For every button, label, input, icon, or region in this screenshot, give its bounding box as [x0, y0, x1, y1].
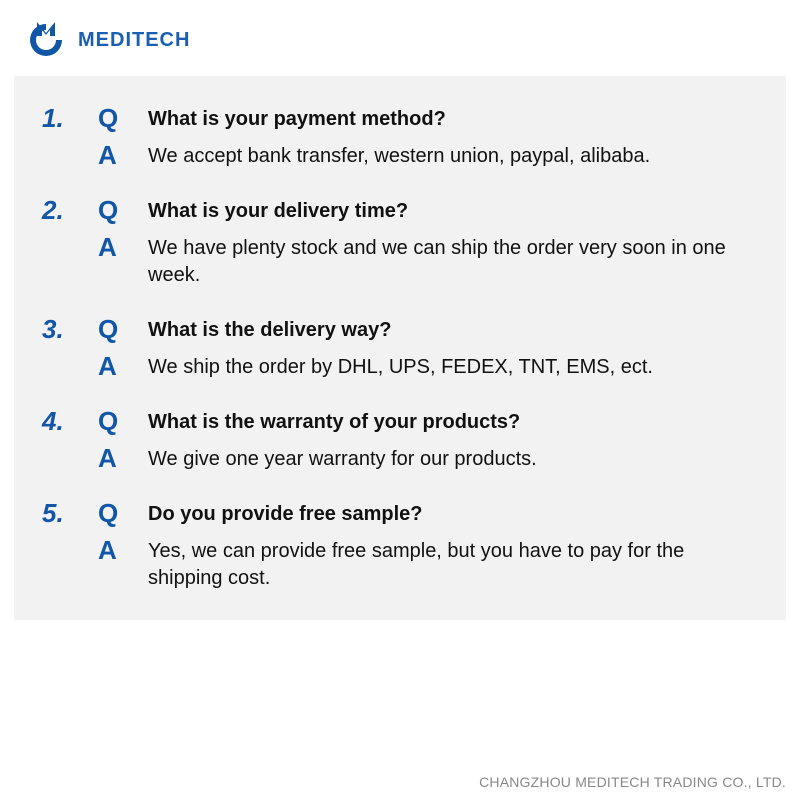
answer-text: We accept bank transfer, western union, … [148, 141, 758, 170]
question-row: 3. Q What is the delivery way? [42, 315, 758, 344]
question-text: What is your payment method? [148, 104, 758, 133]
faq-number: 1. [42, 104, 98, 133]
answer-text: We ship the order by DHL, UPS, FEDEX, TN… [148, 352, 758, 381]
faq-item: 2. Q What is your delivery time? A We ha… [42, 196, 758, 289]
answer-text: We give one year warranty for our produc… [148, 444, 758, 473]
question-text: What is the delivery way? [148, 315, 758, 344]
faq-item: 1. Q What is your payment method? A We a… [42, 104, 758, 170]
a-marker: A [98, 536, 148, 565]
faq-item: 3. Q What is the delivery way? A We ship… [42, 315, 758, 381]
footer-company-name: CHANGZHOU MEDITECH TRADING CO., LTD. [479, 774, 786, 790]
answer-row: A Yes, we can provide free sample, but y… [42, 536, 758, 592]
faq-number: 4. [42, 407, 98, 436]
question-row: 1. Q What is your payment method? [42, 104, 758, 133]
faq-number: 5. [42, 499, 98, 528]
question-text: What is your delivery time? [148, 196, 758, 225]
a-marker: A [98, 233, 148, 262]
answer-text: We have plenty stock and we can ship the… [148, 233, 758, 289]
a-marker: A [98, 444, 148, 473]
q-marker: Q [98, 315, 148, 344]
answer-row: A We ship the order by DHL, UPS, FEDEX, … [42, 352, 758, 381]
question-row: 2. Q What is your delivery time? [42, 196, 758, 225]
q-marker: Q [98, 104, 148, 133]
faq-panel: 1. Q What is your payment method? A We a… [14, 76, 786, 620]
question-row: 4. Q What is the warranty of your produc… [42, 407, 758, 436]
faq-item: 4. Q What is the warranty of your produc… [42, 407, 758, 473]
brand-name: MEDITECH [78, 29, 190, 52]
faq-number: 3. [42, 315, 98, 344]
answer-row: A We have plenty stock and we can ship t… [42, 233, 758, 289]
q-marker: Q [98, 196, 148, 225]
answer-row: A We give one year warranty for our prod… [42, 444, 758, 473]
a-marker: A [98, 352, 148, 381]
question-text: What is the warranty of your products? [148, 407, 758, 436]
answer-row: A We accept bank transfer, western union… [42, 141, 758, 170]
faq-item: 5. Q Do you provide free sample? A Yes, … [42, 499, 758, 592]
answer-text: Yes, we can provide free sample, but you… [148, 536, 758, 592]
q-marker: Q [98, 499, 148, 528]
faq-number: 2. [42, 196, 98, 225]
q-marker: Q [98, 407, 148, 436]
brand-logo-icon [24, 18, 68, 62]
question-row: 5. Q Do you provide free sample? [42, 499, 758, 528]
a-marker: A [98, 141, 148, 170]
header: MEDITECH [0, 0, 800, 76]
question-text: Do you provide free sample? [148, 499, 758, 528]
